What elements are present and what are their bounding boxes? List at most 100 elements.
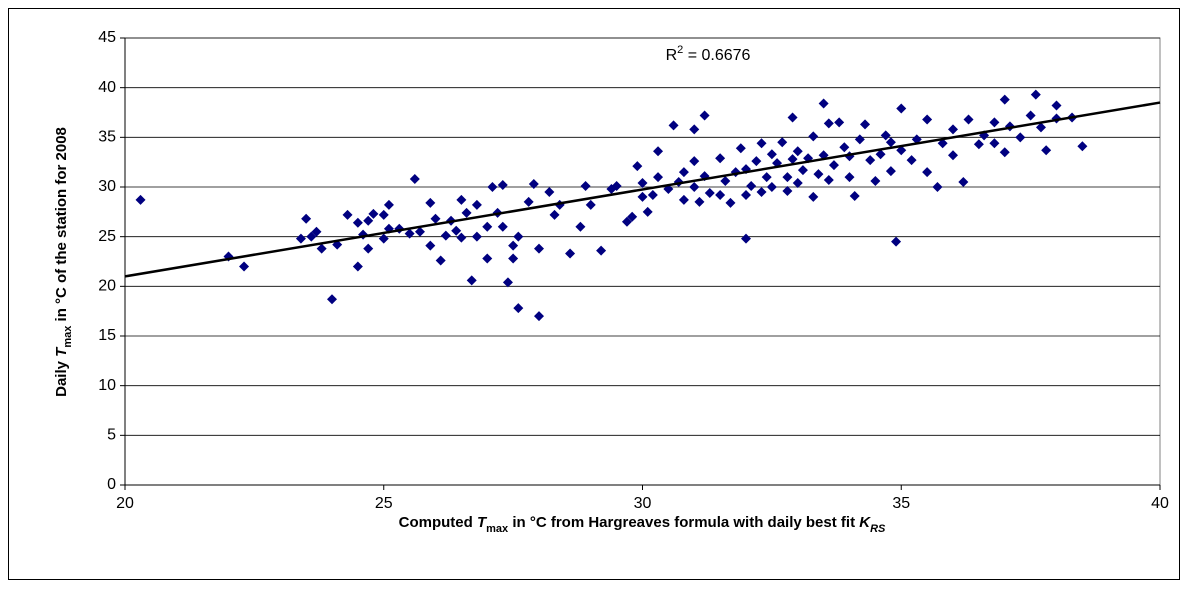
data-point bbox=[689, 124, 700, 135]
plot-area bbox=[124, 37, 1161, 486]
data-point bbox=[295, 233, 306, 244]
data-point bbox=[1015, 132, 1026, 143]
data-point bbox=[787, 154, 798, 165]
data-point bbox=[854, 134, 865, 145]
label-part: K bbox=[859, 514, 871, 531]
y-tick-label: 35 bbox=[98, 129, 116, 146]
data-point bbox=[937, 138, 948, 149]
data-point bbox=[885, 166, 896, 177]
data-point bbox=[596, 245, 607, 256]
data-point bbox=[1051, 100, 1062, 111]
data-point bbox=[534, 243, 544, 254]
data-point bbox=[808, 131, 819, 142]
data-point bbox=[678, 194, 689, 205]
data-point bbox=[896, 103, 907, 114]
data-point bbox=[746, 181, 757, 192]
data-point bbox=[668, 120, 679, 131]
x-tick-label: 35 bbox=[892, 495, 910, 512]
data-point bbox=[585, 199, 596, 210]
data-point bbox=[844, 172, 855, 183]
data-point bbox=[513, 303, 524, 314]
y-tick-label: 45 bbox=[98, 29, 116, 46]
data-point bbox=[823, 175, 834, 186]
label-part: max bbox=[486, 523, 509, 535]
data-point bbox=[471, 199, 482, 210]
data-point bbox=[368, 208, 379, 219]
data-point bbox=[487, 182, 498, 192]
data-point bbox=[689, 156, 700, 167]
data-point bbox=[414, 226, 425, 237]
data-point bbox=[720, 176, 731, 187]
data-point bbox=[425, 240, 436, 251]
data-point bbox=[1077, 141, 1088, 152]
data-point bbox=[885, 137, 896, 148]
y-tick-label: 20 bbox=[98, 278, 116, 295]
data-point bbox=[342, 209, 353, 220]
data-point bbox=[761, 172, 772, 183]
data-point bbox=[311, 226, 322, 237]
data-point bbox=[363, 243, 374, 254]
data-point bbox=[301, 213, 312, 224]
data-point bbox=[787, 112, 798, 123]
data-point bbox=[891, 236, 902, 247]
data-point bbox=[637, 191, 648, 202]
data-point bbox=[627, 211, 638, 222]
data-point bbox=[782, 172, 793, 183]
data-point bbox=[1025, 110, 1036, 121]
data-point bbox=[383, 199, 394, 210]
data-point bbox=[647, 189, 658, 200]
data-point bbox=[973, 139, 984, 150]
data-point bbox=[792, 178, 803, 189]
x-axis-label: Computed Tmax in °C from Hargreaves form… bbox=[399, 514, 886, 535]
x-tick-label: 20 bbox=[116, 495, 134, 512]
data-point bbox=[497, 180, 508, 191]
data-point bbox=[751, 156, 762, 167]
data-point bbox=[430, 213, 441, 224]
data-point bbox=[989, 117, 1000, 128]
data-point bbox=[425, 197, 436, 208]
data-point bbox=[922, 114, 933, 125]
data-point bbox=[404, 228, 415, 239]
data-point bbox=[958, 177, 969, 188]
data-point bbox=[653, 172, 664, 183]
data-point bbox=[497, 221, 508, 232]
x-tick-label: 30 bbox=[634, 495, 652, 512]
y-tick-label: 25 bbox=[98, 228, 116, 245]
data-point bbox=[860, 119, 871, 130]
data-point bbox=[440, 230, 451, 241]
data-point bbox=[513, 231, 524, 242]
label-part: 2 bbox=[677, 44, 683, 56]
data-point bbox=[689, 182, 700, 192]
label-part: in °C from Hargreaves formula with daily… bbox=[508, 514, 859, 531]
data-point bbox=[363, 215, 374, 226]
data-point bbox=[741, 189, 751, 200]
label-part: RS bbox=[870, 523, 886, 535]
y-tick-label: 5 bbox=[107, 427, 116, 444]
data-point bbox=[549, 209, 560, 220]
data-point bbox=[378, 233, 389, 244]
data-point bbox=[451, 225, 462, 236]
trend-line bbox=[124, 101, 1161, 278]
data-point bbox=[865, 155, 876, 166]
y-axis-label: Daily Tmax in °C of the station for 2008 bbox=[53, 127, 74, 397]
data-point bbox=[435, 255, 446, 266]
data-point bbox=[699, 110, 710, 121]
data-point bbox=[808, 191, 819, 202]
label-part: = 0.6676 bbox=[683, 47, 750, 64]
data-point bbox=[766, 149, 777, 160]
data-point bbox=[870, 176, 881, 187]
data-point bbox=[922, 167, 933, 178]
data-point bbox=[575, 221, 586, 232]
data-point bbox=[880, 130, 891, 141]
y-tick-label: 0 bbox=[107, 476, 116, 493]
data-point bbox=[482, 221, 493, 232]
label-part: T bbox=[477, 514, 488, 531]
data-point bbox=[948, 150, 958, 161]
data-point bbox=[678, 167, 689, 178]
data-point bbox=[694, 196, 705, 207]
data-point bbox=[544, 186, 555, 197]
y-tick-label: 10 bbox=[98, 377, 116, 394]
data-point bbox=[932, 182, 943, 192]
label-part: in °C of the station for 2008 bbox=[53, 127, 70, 326]
